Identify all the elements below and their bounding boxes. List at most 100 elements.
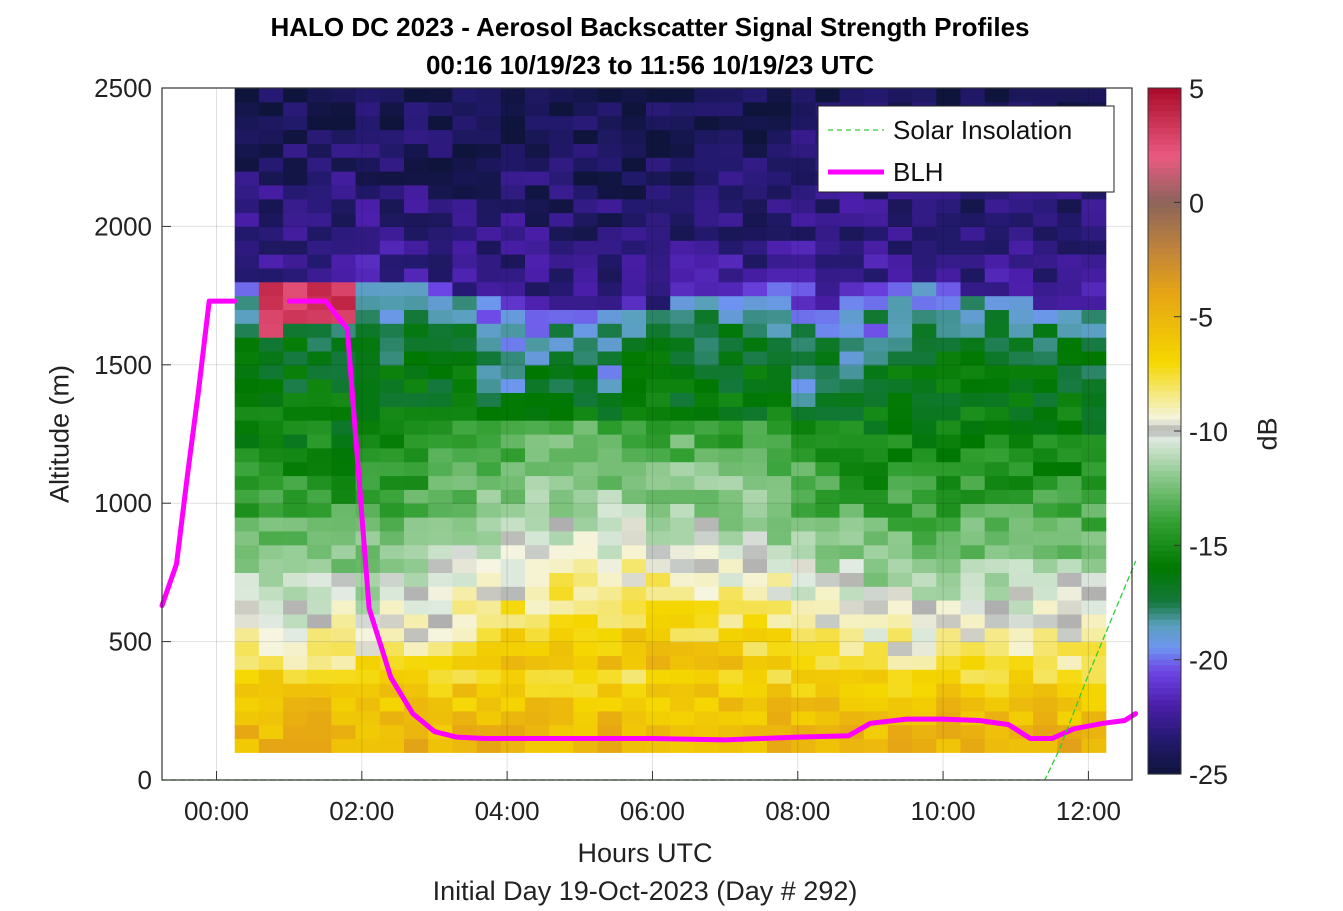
heatmap-cell (791, 683, 816, 698)
heatmap-cell (887, 669, 913, 684)
colorbar-segment (1148, 276, 1181, 283)
heatmap-cell (331, 710, 357, 726)
heatmap-cell (1008, 475, 1034, 490)
heatmap-cell (500, 489, 526, 504)
heatmap-cell (549, 143, 574, 158)
x-tick-label: 06:00 (620, 796, 685, 826)
heatmap-cell (1057, 600, 1083, 615)
heatmap-cell (646, 627, 671, 643)
heatmap-cell (984, 697, 1010, 712)
heatmap-cell (646, 572, 671, 587)
heatmap-cell (694, 683, 720, 698)
heatmap-cell (525, 461, 550, 477)
heatmap-cell (791, 420, 816, 435)
heatmap-cell (670, 212, 695, 227)
heatmap-cell (234, 517, 260, 532)
heatmap-cell (331, 738, 357, 753)
heatmap-cell (573, 669, 599, 684)
heatmap-cell (936, 669, 962, 684)
heatmap-cell (500, 337, 526, 352)
heatmap-cell (549, 627, 574, 643)
heatmap-cell (742, 351, 768, 366)
heatmap-cell (549, 101, 574, 117)
heatmap-cell (283, 544, 308, 560)
heatmap-cell (404, 600, 429, 615)
heatmap-cell (621, 309, 647, 324)
heatmap-cell (936, 738, 962, 753)
heatmap-cell (815, 544, 841, 560)
heatmap-cell (815, 406, 841, 421)
colorbar-segment (1148, 602, 1181, 609)
heatmap-cell (549, 503, 574, 518)
heatmap-cell (573, 489, 599, 504)
colorbar-segment (1148, 431, 1181, 438)
heatmap-cell (1008, 88, 1034, 103)
heatmap-cell (428, 198, 453, 214)
heatmap-cell (428, 295, 453, 310)
heatmap-cell (694, 475, 720, 490)
heatmap-cell (452, 738, 478, 753)
heatmap-cell (960, 697, 986, 712)
heatmap-cell (1033, 392, 1058, 407)
heatmap-cell (452, 669, 478, 684)
heatmap-cell (379, 600, 405, 615)
heatmap-cell (984, 226, 1010, 241)
heatmap-cell (452, 129, 478, 144)
heatmap-cell (1033, 447, 1058, 463)
heatmap-cell (742, 600, 768, 615)
heatmap-cell (670, 267, 695, 283)
heatmap-cell (573, 309, 599, 324)
heatmap-cell (355, 184, 381, 200)
heatmap-cell (597, 738, 623, 753)
heatmap-cell (549, 226, 574, 241)
heatmap-cell (984, 309, 1010, 324)
heatmap-cell (500, 406, 526, 421)
heatmap-cell (670, 475, 695, 490)
heatmap-cell (1033, 697, 1058, 712)
heatmap-cell (525, 697, 550, 712)
heatmap-cell (525, 489, 550, 504)
heatmap-cell (815, 475, 841, 490)
heatmap-cell (887, 724, 913, 739)
heatmap-cell (839, 420, 865, 435)
heatmap-cell (815, 198, 841, 214)
heatmap-cell (428, 420, 453, 435)
colorbar-segment (1148, 442, 1181, 449)
heatmap-cell (258, 627, 284, 643)
heatmap-cell (791, 406, 816, 421)
heatmap-cell (742, 447, 768, 463)
heatmap-cell (355, 88, 381, 103)
heatmap-cell (863, 281, 889, 297)
heatmap-cell (1057, 475, 1083, 490)
heatmap-cell (1033, 434, 1058, 449)
heatmap-cell (500, 392, 526, 407)
heatmap-cell (307, 406, 332, 421)
heatmap-cell (379, 309, 405, 324)
colorbar-segment (1148, 551, 1181, 558)
heatmap-cell (767, 143, 792, 158)
heatmap-cell (791, 309, 816, 324)
heatmap-cell (525, 447, 550, 463)
heatmap-cell (1057, 392, 1083, 407)
heatmap-cell (428, 171, 453, 186)
heatmap-cell (694, 295, 720, 310)
heatmap-cell (936, 254, 962, 269)
heatmap-cell (597, 364, 623, 380)
heatmap-cell (718, 461, 744, 477)
heatmap-cell (404, 530, 429, 546)
heatmap-cell (331, 129, 357, 144)
heatmap-cell (307, 129, 332, 144)
colorbar-segment (1148, 322, 1181, 329)
heatmap-cell (670, 447, 695, 463)
heatmap-cell (355, 738, 381, 753)
heatmap-cell (1057, 655, 1083, 670)
heatmap-cell (234, 447, 260, 463)
heatmap-cell (525, 517, 550, 532)
heatmap-cell (767, 129, 792, 144)
heatmap-cell (283, 572, 308, 587)
heatmap-cell (670, 558, 695, 573)
heatmap-cell (476, 572, 502, 587)
heatmap-cell (1057, 503, 1083, 518)
heatmap-cell (912, 295, 937, 310)
heatmap-cell (718, 655, 744, 670)
